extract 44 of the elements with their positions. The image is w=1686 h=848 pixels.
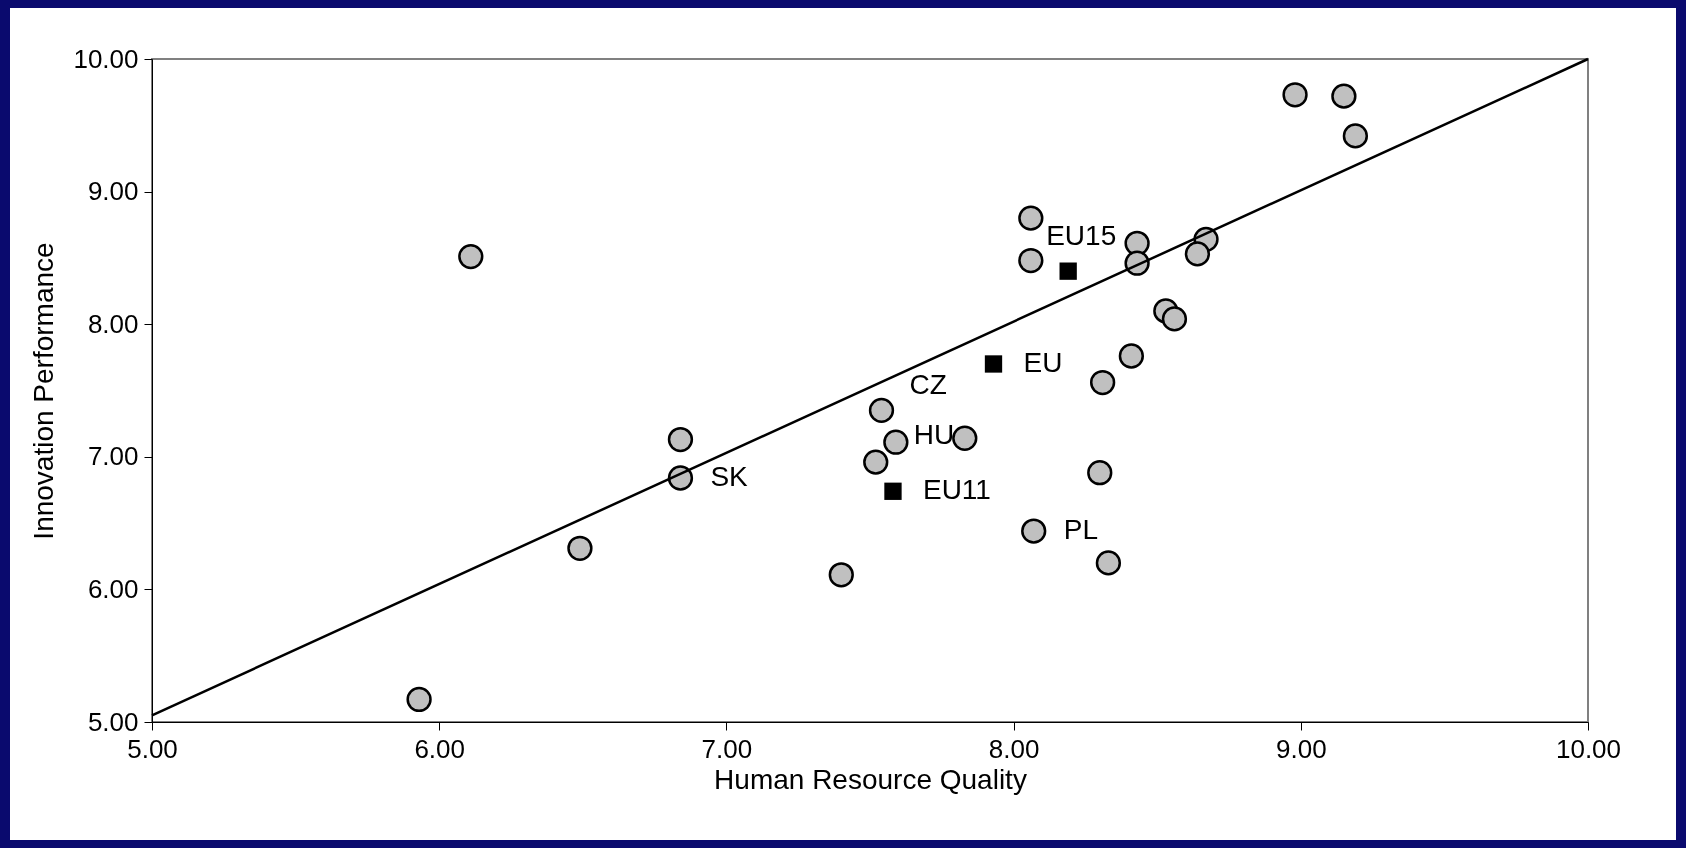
point bbox=[1282, 82, 1308, 108]
y-axis-title: Innovation Performance bbox=[28, 242, 60, 540]
annotation: HU bbox=[913, 419, 955, 451]
y-tick-label: 10.00 bbox=[73, 43, 139, 74]
point bbox=[1018, 247, 1044, 274]
y-tick-label: 8.00 bbox=[87, 308, 139, 339]
x-tick-label: 6.00 bbox=[414, 733, 465, 764]
point bbox=[458, 243, 484, 270]
y-tick-label: 6.00 bbox=[87, 573, 139, 604]
annotation: EU11 bbox=[922, 474, 991, 506]
point bbox=[1342, 123, 1369, 149]
point bbox=[1059, 262, 1077, 280]
point bbox=[406, 686, 432, 713]
annotation: EU15 bbox=[1046, 220, 1117, 252]
point bbox=[1087, 460, 1113, 486]
annotation: SK bbox=[710, 461, 749, 493]
x-tick-label: 9.00 bbox=[1276, 733, 1327, 764]
point bbox=[883, 429, 909, 455]
point bbox=[863, 449, 889, 475]
x-tick-label: 7.00 bbox=[701, 733, 753, 764]
x-tick-label: 8.00 bbox=[988, 733, 1040, 764]
point bbox=[828, 562, 854, 588]
point bbox=[1118, 343, 1144, 369]
point bbox=[884, 482, 902, 500]
point bbox=[1184, 241, 1211, 267]
point bbox=[1021, 518, 1047, 544]
x-axis-title: Human Resource Quality bbox=[714, 763, 1027, 795]
point bbox=[1161, 306, 1188, 332]
point bbox=[868, 397, 895, 424]
x-tick-label: 10.00 bbox=[1555, 733, 1622, 764]
y-tick-label: 9.00 bbox=[87, 176, 139, 207]
point bbox=[984, 355, 1003, 373]
point bbox=[952, 425, 978, 451]
point bbox=[1331, 83, 1357, 109]
annotation: EU bbox=[1023, 346, 1063, 378]
point bbox=[1089, 369, 1116, 396]
point bbox=[1018, 205, 1044, 231]
y-tick-label: 7.00 bbox=[87, 441, 139, 472]
point bbox=[667, 426, 694, 453]
point bbox=[567, 535, 593, 561]
annotation: CZ bbox=[909, 369, 947, 401]
point bbox=[1124, 230, 1150, 256]
annotation: PL bbox=[1063, 514, 1098, 546]
point bbox=[1095, 550, 1122, 576]
